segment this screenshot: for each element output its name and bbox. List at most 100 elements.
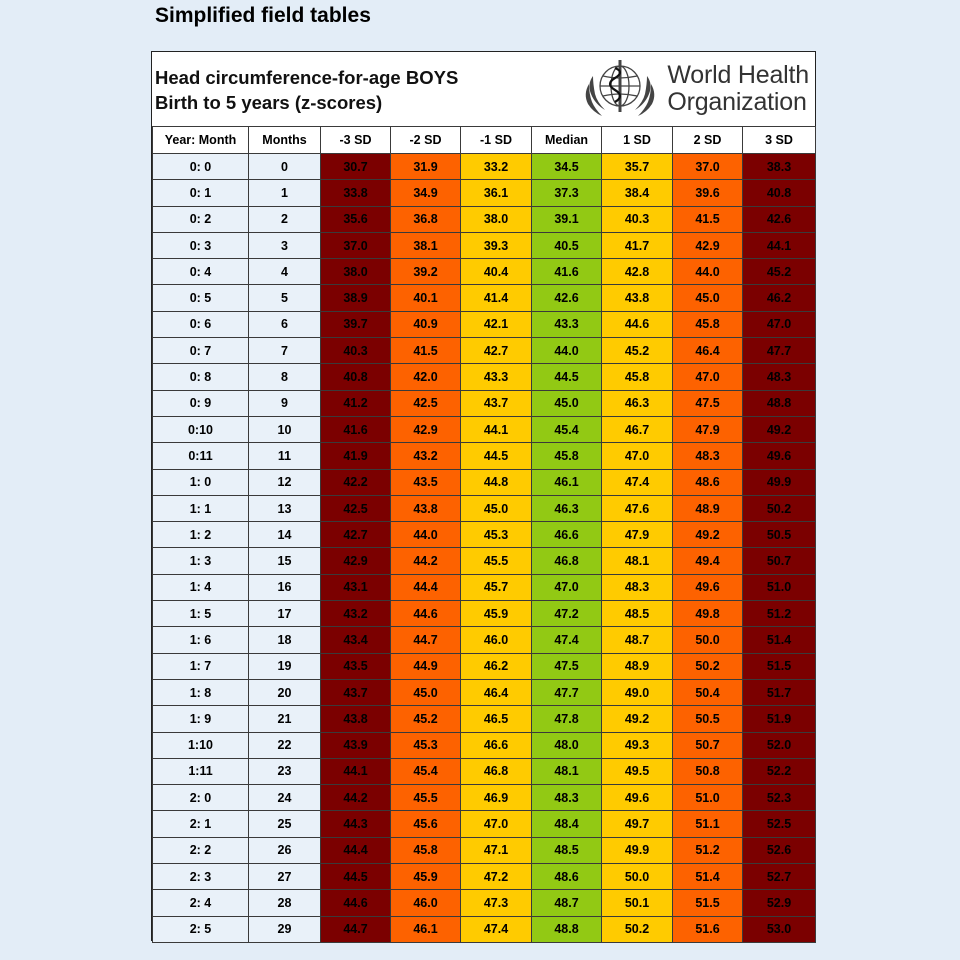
cell-year-month: 1: 7	[152, 652, 249, 680]
cell-year-month: 1:11	[152, 757, 249, 786]
cell-minus2-sd: 46.0	[390, 889, 461, 917]
cell-year-month: 2: 3	[152, 863, 249, 891]
cell-minus3-sd: 30.7	[320, 152, 391, 181]
table-row: 0:10 10 41.6 42.9 44.1 45.4 46.7 47.9 49.2	[152, 415, 816, 444]
cell-months: 1	[248, 179, 321, 207]
cell-year-month: 1: 9	[152, 705, 249, 733]
table-row: 1:11 23 44.1 45.4 46.8 48.1 49.5 50.8 52.2	[152, 757, 816, 786]
cell-plus2-sd: 50.0	[672, 626, 743, 654]
cell-plus2-sd: 48.9	[672, 494, 743, 523]
cell-plus2-sd: 50.7	[672, 731, 743, 759]
table-row: 0: 3 3 37.0 38.1 39.3 40.5 41.7 42.9 44.1	[152, 231, 816, 260]
cell-plus2-sd: 41.5	[672, 205, 743, 233]
cell-year-month: 1: 1	[152, 494, 249, 523]
cell-year-month: 1: 0	[152, 468, 249, 496]
cell-median: 47.4	[531, 626, 602, 654]
table-row: 2: 2 26 44.4 45.8 47.1 48.5 49.9 51.2 52.6	[152, 836, 816, 865]
cell-plus3-sd: 52.9	[742, 889, 816, 917]
table-row: 0: 8 8 40.8 42.0 43.3 44.5 45.8 47.0 48.3	[152, 363, 816, 391]
cell-minus3-sd: 39.7	[320, 310, 391, 339]
cell-median: 48.4	[531, 810, 602, 838]
cell-minus1-sd: 47.3	[460, 889, 532, 917]
cell-minus3-sd: 42.2	[320, 468, 391, 496]
cell-plus2-sd: 44.0	[672, 258, 743, 286]
cell-minus1-sd: 46.4	[460, 678, 532, 707]
cell-plus3-sd: 38.3	[742, 152, 816, 181]
cell-months: 12	[248, 468, 321, 496]
field-table-sheet: Head circumference-for-age BOYS Birth to…	[151, 51, 816, 943]
who-logo-line1: World Health	[667, 61, 809, 89]
cell-minus2-sd: 45.8	[390, 836, 461, 865]
cell-year-month: 0:11	[152, 442, 249, 470]
who-emblem-icon	[586, 60, 655, 116]
cell-median: 45.0	[531, 389, 602, 417]
cell-minus1-sd: 38.0	[460, 205, 532, 233]
cell-minus3-sd: 41.9	[320, 442, 391, 470]
column-header-minus3-sd: -3 SD	[320, 126, 391, 154]
cell-median: 46.8	[531, 547, 602, 575]
column-header-plus1-sd: 1 SD	[601, 126, 673, 154]
table-row: 0:11 11 41.9 43.2 44.5 45.8 47.0 48.3 49.6	[152, 442, 816, 470]
cell-plus1-sd: 45.8	[601, 363, 673, 391]
cell-months: 16	[248, 573, 321, 602]
cell-minus3-sd: 44.4	[320, 836, 391, 865]
cell-plus1-sd: 43.8	[601, 284, 673, 312]
cell-plus1-sd: 48.9	[601, 652, 673, 680]
cell-months: 29	[248, 915, 321, 943]
cell-minus1-sd: 44.5	[460, 442, 532, 470]
cell-minus3-sd: 44.6	[320, 889, 391, 917]
cell-plus1-sd: 48.5	[601, 600, 673, 628]
cell-months: 11	[248, 442, 321, 470]
cell-plus1-sd: 49.5	[601, 757, 673, 786]
cell-minus3-sd: 41.2	[320, 389, 391, 417]
cell-plus3-sd: 48.3	[742, 363, 816, 391]
cell-minus1-sd: 36.1	[460, 179, 532, 207]
cell-year-month: 0: 3	[152, 231, 249, 260]
cell-plus1-sd: 49.2	[601, 705, 673, 733]
cell-minus1-sd: 46.6	[460, 731, 532, 759]
cell-minus2-sd: 44.6	[390, 600, 461, 628]
cell-plus2-sd: 51.2	[672, 836, 743, 865]
cell-median: 40.5	[531, 231, 602, 260]
cell-minus1-sd: 46.5	[460, 705, 532, 733]
cell-plus2-sd: 46.4	[672, 337, 743, 365]
cell-minus1-sd: 42.1	[460, 310, 532, 339]
cell-minus2-sd: 44.9	[390, 652, 461, 680]
cell-plus2-sd: 37.0	[672, 152, 743, 181]
cell-plus2-sd: 51.1	[672, 810, 743, 838]
cell-minus2-sd: 42.0	[390, 363, 461, 391]
cell-minus3-sd: 37.0	[320, 231, 391, 260]
cell-plus3-sd: 51.2	[742, 600, 816, 628]
cell-plus2-sd: 45.8	[672, 310, 743, 339]
cell-minus3-sd: 40.8	[320, 363, 391, 391]
cell-plus3-sd: 50.7	[742, 547, 816, 575]
cell-minus3-sd: 43.9	[320, 731, 391, 759]
cell-minus3-sd: 43.4	[320, 626, 391, 654]
cell-minus3-sd: 42.5	[320, 494, 391, 523]
cell-median: 34.5	[531, 152, 602, 181]
cell-minus3-sd: 33.8	[320, 179, 391, 207]
column-header-months: Months	[248, 126, 321, 154]
cell-plus2-sd: 49.2	[672, 521, 743, 549]
who-logo-line2: Organization	[667, 88, 807, 116]
table-row: 1: 4 16 43.1 44.4 45.7 47.0 48.3 49.6 51.0	[152, 573, 816, 602]
cell-minus2-sd: 45.2	[390, 705, 461, 733]
cell-median: 48.8	[531, 915, 602, 943]
cell-months: 6	[248, 310, 321, 339]
cell-minus3-sd: 44.3	[320, 810, 391, 838]
cell-plus2-sd: 51.5	[672, 889, 743, 917]
cell-plus1-sd: 50.2	[601, 915, 673, 943]
cell-minus2-sd: 45.0	[390, 678, 461, 707]
cell-minus2-sd: 31.9	[390, 152, 461, 181]
cell-minus1-sd: 45.7	[460, 573, 532, 602]
cell-plus1-sd: 49.7	[601, 810, 673, 838]
cell-minus3-sd: 43.2	[320, 600, 391, 628]
cell-median: 37.3	[531, 179, 602, 207]
cell-plus1-sd: 49.0	[601, 678, 673, 707]
cell-minus2-sd: 44.2	[390, 547, 461, 575]
cell-median: 48.6	[531, 863, 602, 891]
cell-median: 46.3	[531, 494, 602, 523]
cell-minus3-sd: 43.5	[320, 652, 391, 680]
cell-minus2-sd: 42.9	[390, 415, 461, 444]
cell-plus1-sd: 46.7	[601, 415, 673, 444]
